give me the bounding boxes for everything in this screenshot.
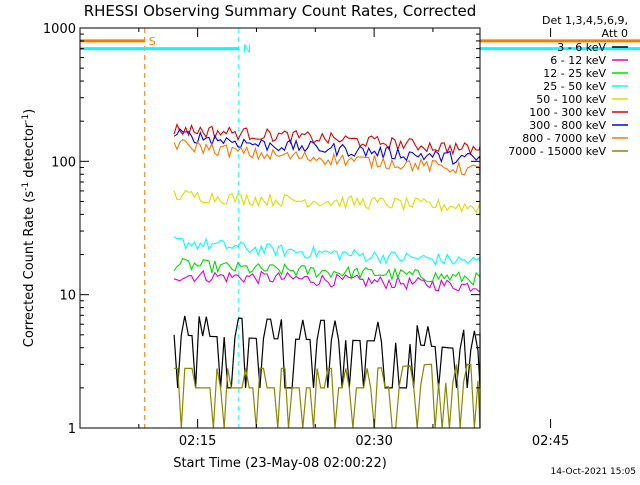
chart-title: RHESSI Observing Summary Count Rates, Co… <box>84 2 477 20</box>
marker-label-s: S <box>149 35 156 48</box>
legend-entry-label: 50 - 100 keV <box>536 93 606 106</box>
legend-entry-label: 800 - 7000 keV <box>522 132 606 145</box>
y-tick-label: 1000 <box>43 22 76 37</box>
x-tick-label: 02:45 <box>532 434 569 449</box>
legend-entry-label: 3 - 6 keV <box>557 41 606 54</box>
marker-label-n: N <box>243 43 251 56</box>
legend-header-line-2: Att 0 <box>602 27 628 40</box>
y-tick-label: 100 <box>51 155 76 170</box>
y-tick-label: 1 <box>68 422 76 437</box>
legend-entry-label: 25 - 50 keV <box>543 80 606 93</box>
legend-entry-label: 12 - 25 keV <box>543 67 606 80</box>
legend-header-line-1: Det 1,3,4,5,6,9, <box>542 14 628 27</box>
plot-frame <box>79 27 481 429</box>
legend-entry-label: 100 - 300 keV <box>529 106 606 119</box>
footer-timestamp: 14-Oct-2021 15:05 <box>551 467 636 477</box>
y-axis-label: Corrected Count Rate (s-1 detector-1) <box>21 109 37 347</box>
legend-entry-label: 7000 - 15000 keV <box>508 145 606 158</box>
legend-entry-label: 6 - 12 keV <box>550 54 606 67</box>
x-tick-label: 02:15 <box>179 434 216 449</box>
x-tick-label: 02:30 <box>355 434 392 449</box>
x-axis-label: Start Time (23-May-08 02:00:22) <box>173 456 387 471</box>
legend-entry-label: 300 - 800 keV <box>529 119 606 132</box>
y-tick-label: 10 <box>59 289 76 304</box>
